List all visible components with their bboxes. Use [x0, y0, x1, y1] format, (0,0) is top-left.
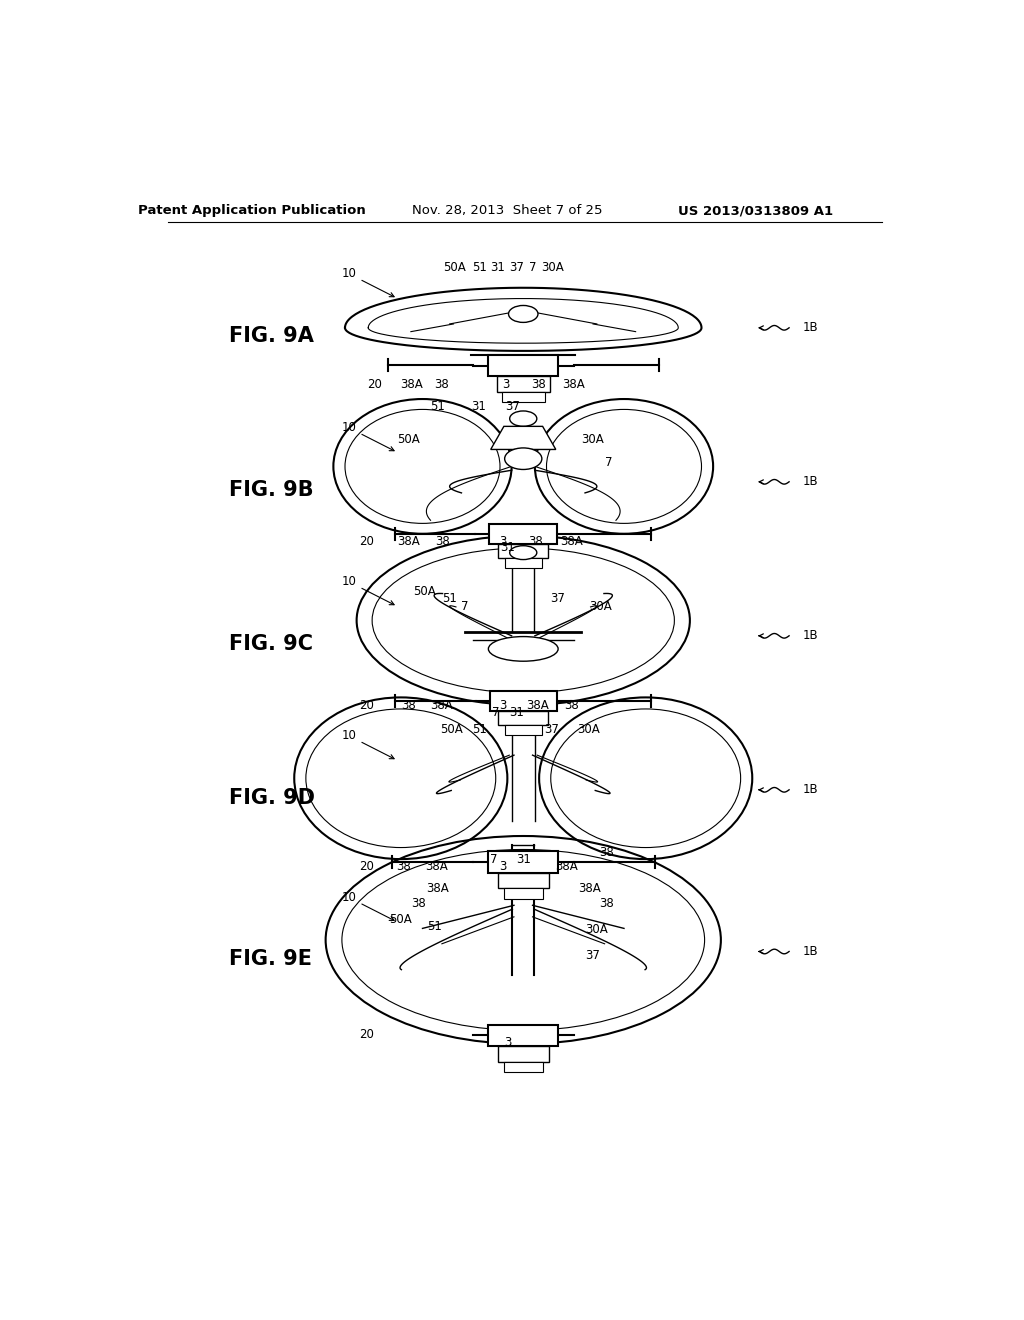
Text: 10: 10 [342, 576, 394, 605]
Text: 30A: 30A [542, 261, 564, 275]
Bar [504, 888, 543, 899]
Text: 38A: 38A [562, 378, 585, 391]
Text: 38: 38 [528, 536, 543, 548]
Text: 38A: 38A [430, 698, 454, 711]
Bar [505, 725, 542, 735]
Text: 10: 10 [342, 268, 394, 297]
Text: 38A: 38A [427, 882, 450, 895]
Text: 38: 38 [412, 898, 426, 911]
Text: 20: 20 [359, 861, 374, 874]
Text: 38: 38 [396, 861, 412, 874]
Text: 38: 38 [600, 846, 614, 859]
Text: FIG. 9E: FIG. 9E [228, 949, 311, 969]
Text: 31: 31 [501, 541, 515, 554]
Bar [498, 1047, 549, 1061]
Text: 7: 7 [490, 853, 498, 866]
Bar [497, 376, 550, 392]
Text: 10: 10 [342, 421, 394, 450]
Text: Patent Application Publication: Patent Application Publication [138, 205, 366, 218]
Polygon shape [490, 426, 556, 449]
Text: 38A: 38A [400, 378, 423, 391]
Text: 51: 51 [430, 400, 445, 413]
Text: US 2013/0313809 A1: US 2013/0313809 A1 [678, 205, 834, 218]
Text: 38A: 38A [526, 698, 549, 711]
Text: 31: 31 [490, 261, 505, 275]
Text: 1B: 1B [802, 475, 818, 488]
Text: 30A: 30A [577, 723, 600, 737]
Bar [502, 392, 545, 403]
Text: 38: 38 [435, 536, 450, 548]
Ellipse shape [510, 545, 537, 560]
Text: 20: 20 [367, 378, 382, 391]
Ellipse shape [509, 305, 538, 322]
Text: 20: 20 [359, 536, 374, 548]
Text: 10: 10 [342, 891, 394, 920]
Ellipse shape [488, 636, 558, 661]
Text: 20: 20 [359, 1028, 374, 1041]
Text: 1B: 1B [802, 321, 818, 334]
Text: 50A: 50A [440, 723, 463, 737]
Text: FIG. 9A: FIG. 9A [228, 326, 313, 346]
Text: 3: 3 [500, 861, 507, 874]
Bar [505, 558, 542, 568]
Text: 3: 3 [503, 378, 510, 391]
Text: 38: 38 [401, 698, 416, 711]
Bar [499, 544, 548, 558]
Bar [489, 692, 557, 711]
Text: 3: 3 [500, 698, 507, 711]
Ellipse shape [510, 411, 537, 426]
Text: Nov. 28, 2013  Sheet 7 of 25: Nov. 28, 2013 Sheet 7 of 25 [413, 205, 603, 218]
Bar [489, 524, 557, 544]
Text: 20: 20 [359, 698, 374, 711]
Text: FIG. 9C: FIG. 9C [228, 634, 312, 653]
Bar [488, 355, 558, 376]
Text: 50A: 50A [389, 912, 413, 925]
Text: 1B: 1B [802, 783, 818, 796]
Text: 51: 51 [472, 723, 487, 737]
Bar [499, 711, 548, 725]
Text: 38: 38 [434, 378, 450, 391]
Text: 3: 3 [504, 1036, 511, 1049]
Text: 50A: 50A [443, 261, 466, 275]
Text: 3: 3 [500, 536, 507, 548]
Text: 30A: 30A [590, 601, 612, 612]
Text: 51: 51 [427, 920, 441, 933]
Text: 7: 7 [492, 706, 499, 719]
Bar [498, 873, 549, 888]
Text: 38A: 38A [560, 536, 583, 548]
Text: 37: 37 [550, 593, 565, 606]
Text: FIG. 9B: FIG. 9B [228, 479, 313, 499]
Bar [504, 1061, 543, 1072]
Text: 38A: 38A [397, 536, 420, 548]
Text: 50A: 50A [413, 585, 435, 598]
Text: 10: 10 [342, 730, 394, 759]
Text: 31: 31 [516, 853, 530, 866]
Text: 37: 37 [505, 400, 520, 413]
Text: 31: 31 [509, 706, 523, 719]
Bar [488, 851, 558, 873]
Text: 31: 31 [472, 400, 486, 413]
Text: 1B: 1B [802, 630, 818, 643]
Text: 38: 38 [564, 698, 579, 711]
Text: 37: 37 [586, 949, 600, 962]
Text: 38A: 38A [555, 861, 578, 874]
Text: 7: 7 [461, 601, 468, 612]
Text: 50A: 50A [397, 433, 420, 446]
Text: 51: 51 [442, 593, 457, 606]
Text: 38: 38 [531, 378, 546, 391]
Bar [488, 1024, 558, 1047]
Text: 37: 37 [545, 723, 559, 737]
Text: 51: 51 [472, 261, 486, 275]
Text: 37: 37 [510, 261, 524, 275]
Text: 30A: 30A [585, 924, 607, 936]
Text: 38A: 38A [425, 861, 447, 874]
Text: FIG. 9D: FIG. 9D [228, 788, 314, 808]
Text: 7: 7 [528, 261, 537, 275]
Ellipse shape [505, 447, 542, 470]
Text: 38A: 38A [578, 882, 600, 895]
Text: 38: 38 [600, 898, 614, 911]
Text: 30A: 30A [582, 433, 604, 446]
Text: 7: 7 [605, 455, 612, 469]
Text: 1B: 1B [802, 945, 818, 958]
